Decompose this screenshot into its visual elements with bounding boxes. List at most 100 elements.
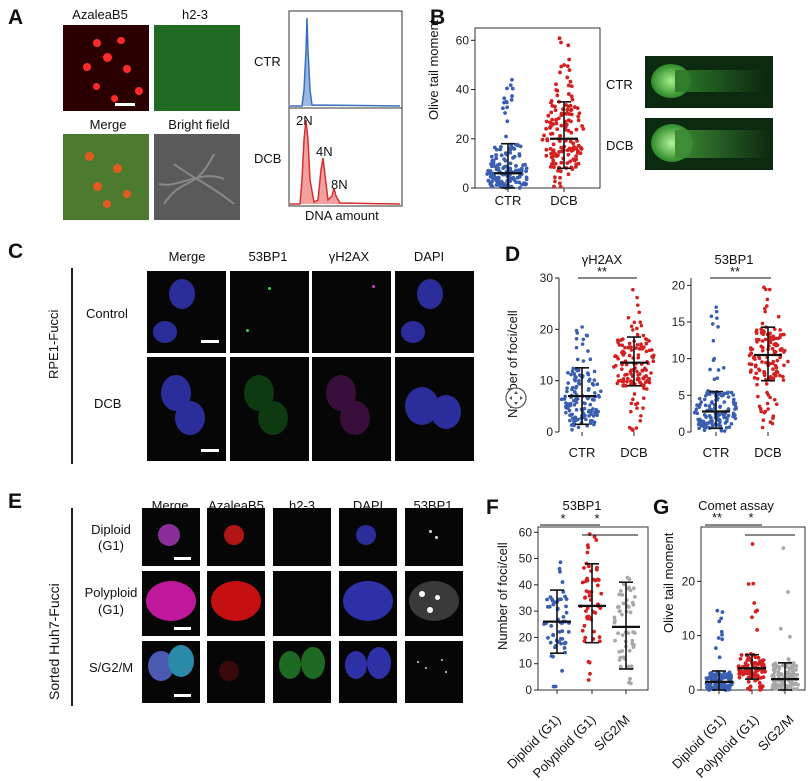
data-point	[578, 151, 583, 156]
chart-g: 0 10 20	[682, 524, 806, 697]
data-point	[496, 181, 501, 185]
data-point	[719, 429, 724, 433]
data-point	[786, 657, 791, 661]
data-point	[706, 392, 711, 396]
data-point	[596, 578, 601, 582]
data-point	[559, 160, 564, 165]
data-point	[546, 635, 550, 640]
data-point	[770, 361, 775, 366]
data-point	[635, 406, 639, 410]
data-point	[568, 403, 573, 408]
data-point	[559, 397, 564, 402]
data-point	[554, 121, 559, 126]
img-h23	[154, 25, 240, 111]
data-point	[758, 659, 762, 664]
d2-cat-dcb: DCB	[754, 445, 782, 460]
data-point	[724, 425, 729, 430]
data-point	[544, 153, 549, 158]
data-point	[770, 685, 775, 690]
data-point	[763, 287, 768, 292]
data-point	[576, 425, 581, 430]
data-point	[631, 397, 635, 402]
data-point	[636, 353, 641, 357]
data-point	[628, 610, 633, 615]
data-point	[715, 316, 719, 320]
data-point	[576, 161, 581, 166]
move-handle-icon[interactable]	[504, 386, 528, 410]
c-row-control: Control	[86, 306, 128, 321]
data-point	[629, 409, 633, 414]
data-point	[628, 588, 633, 593]
data-point	[716, 423, 721, 427]
data-point	[592, 369, 597, 374]
data-point	[594, 407, 598, 412]
data-point	[494, 167, 499, 172]
data-point	[636, 355, 641, 360]
data-point	[724, 674, 729, 679]
data-point	[581, 337, 586, 342]
y-tick-label: 20	[540, 322, 554, 336]
e-img-r1-merge	[142, 508, 200, 566]
data-point	[490, 158, 495, 163]
data-point	[595, 565, 599, 570]
data-point	[619, 589, 623, 593]
data-point	[540, 137, 545, 142]
data-point	[613, 363, 618, 368]
data-point	[574, 127, 579, 132]
data-point	[514, 164, 518, 168]
data-point	[574, 337, 579, 341]
data-point	[711, 424, 715, 428]
data-point	[787, 679, 792, 684]
data-point	[597, 635, 602, 640]
d1-title: γH2AX	[581, 252, 623, 267]
data-point	[566, 630, 571, 634]
data-point	[557, 181, 562, 186]
data-point	[566, 152, 571, 157]
data-point	[768, 376, 772, 381]
data-point	[649, 371, 653, 375]
data-point	[503, 111, 507, 115]
data-point	[709, 670, 713, 675]
y-tick-label: 40	[456, 83, 470, 97]
data-point	[564, 410, 568, 415]
data-point	[764, 382, 769, 386]
data-point	[732, 397, 736, 402]
data-point	[550, 103, 555, 108]
data-point	[729, 390, 734, 395]
data-point	[763, 306, 767, 311]
data-point	[586, 614, 591, 619]
data-point	[494, 156, 499, 161]
title-brightfield: Bright field	[168, 117, 230, 132]
panel-label-b: B	[430, 6, 446, 29]
data-point	[760, 348, 765, 353]
data-point	[503, 151, 508, 156]
panel-label-g: G	[653, 496, 670, 519]
data-point	[564, 103, 569, 107]
d1-cat-ctr: CTR	[568, 445, 596, 460]
data-point	[706, 421, 710, 426]
data-point	[644, 368, 649, 372]
c-col-merge: Merge	[168, 249, 206, 264]
data-point	[548, 147, 553, 151]
data-point	[563, 394, 567, 399]
data-point	[496, 175, 501, 180]
data-point	[557, 566, 562, 571]
data-point	[788, 684, 793, 688]
data-point	[569, 84, 574, 89]
data-point	[596, 393, 601, 398]
data-point	[495, 163, 500, 167]
data-point	[626, 315, 631, 320]
data-point	[631, 586, 636, 591]
data-point	[508, 83, 513, 88]
data-point	[641, 396, 646, 400]
data-point	[612, 618, 617, 623]
data-point	[615, 381, 620, 386]
data-point	[577, 378, 581, 383]
data-point	[599, 591, 604, 596]
data-point	[765, 390, 769, 395]
data-point	[544, 147, 549, 152]
data-point	[638, 320, 643, 324]
data-point	[582, 623, 587, 628]
data-point	[564, 597, 569, 602]
data-point	[566, 371, 570, 375]
